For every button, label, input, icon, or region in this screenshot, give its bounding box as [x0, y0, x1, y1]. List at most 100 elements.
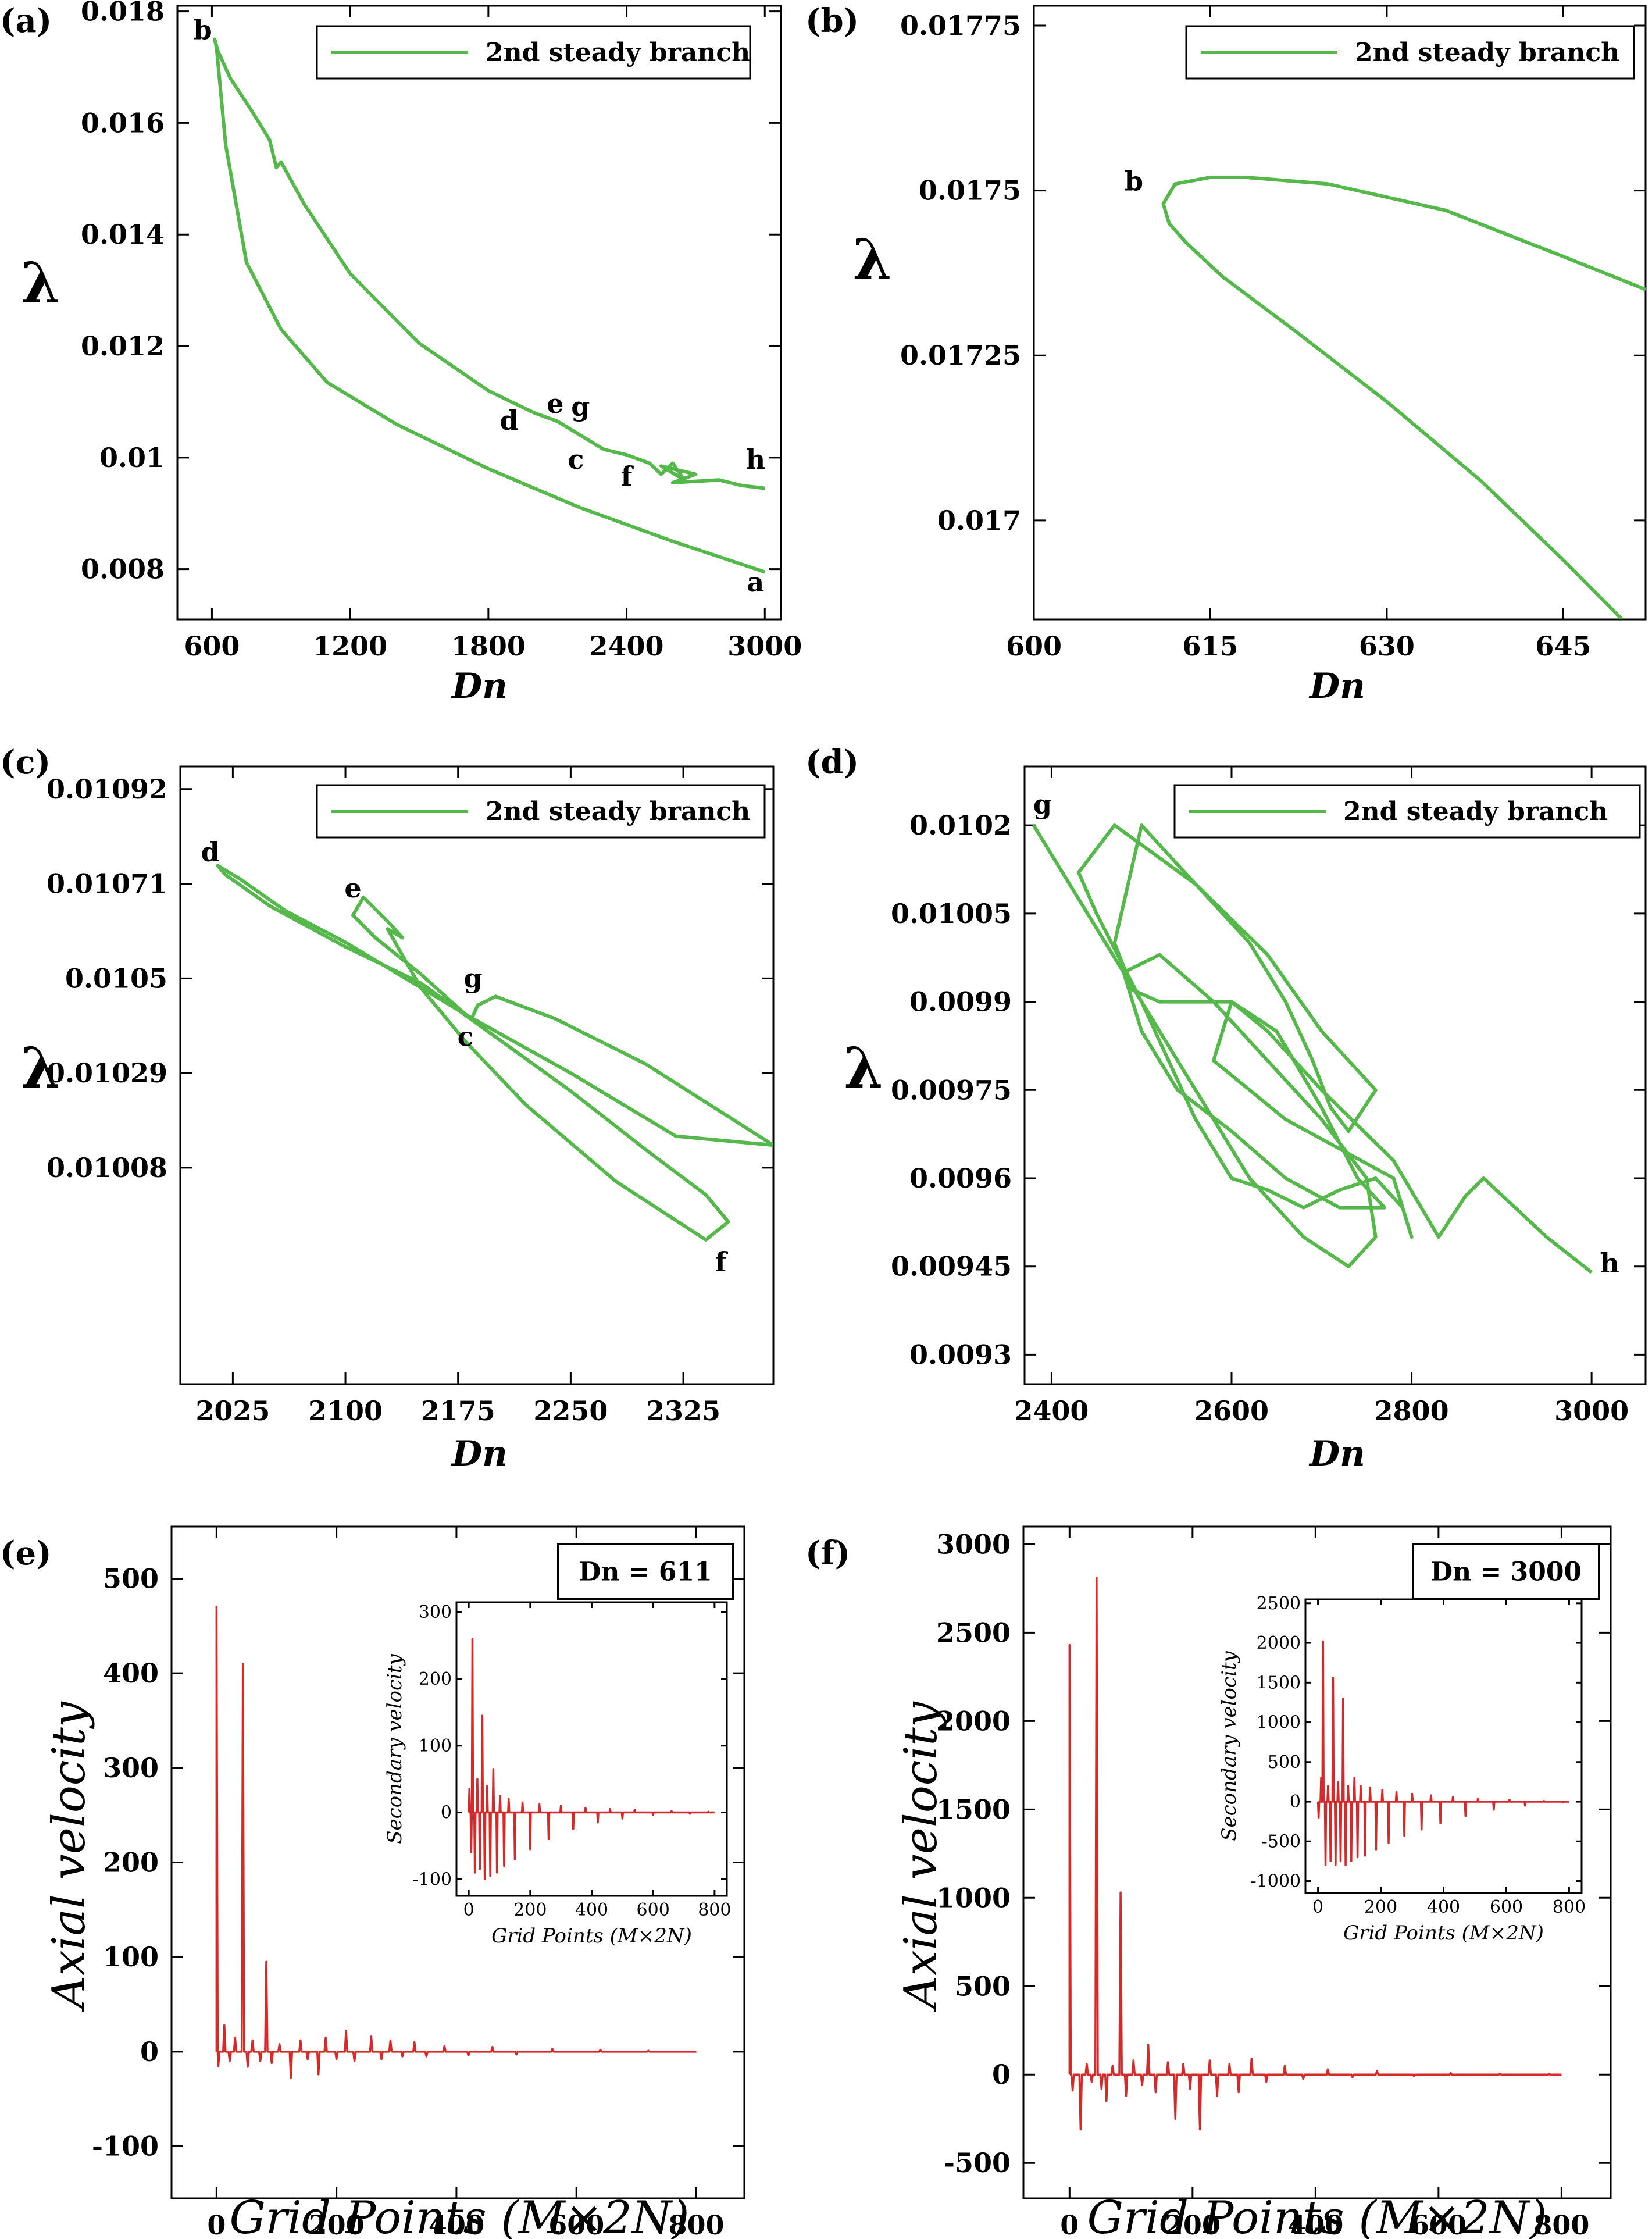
panel-f-inset-xtick-label: 400 [1427, 1897, 1460, 1917]
panel-b-xtick-label: 630 [1359, 630, 1415, 662]
panel-f-ytick-label: 2000 [936, 1705, 1011, 1737]
panel-c-ytick-label: 0.0105 [65, 962, 167, 994]
panel-c-xtick-label: 2025 [195, 1395, 270, 1427]
panel-f-inset-ytick-label: 500 [1268, 1752, 1301, 1773]
panel-d-x-axis-title: Dn [1308, 1434, 1365, 1474]
panel-e-ytick-label: 400 [103, 1657, 159, 1689]
panel-c-point-label-g: g [463, 962, 482, 994]
panel-f-xtick-label: 200 [1165, 2209, 1221, 2239]
panel-f-ytick-label: 1000 [936, 1882, 1011, 1913]
panel-d-point-label-h: h [1600, 1247, 1619, 1279]
panel-f-inset-xtick-label: 0 [1312, 1897, 1323, 1917]
panel-a-xtick-label: 3000 [727, 630, 802, 662]
panel-b-xtick-label: 645 [1535, 630, 1591, 662]
panel-e-inset-ytick-label: 0 [441, 1803, 452, 1823]
panel-c-ytick-label: 0.01071 [47, 868, 167, 900]
panel-d-ytick-label: 0.01005 [891, 898, 1012, 929]
panel-a-y-axis-title: λ [21, 250, 60, 316]
panel-a-xtick-label: 1200 [313, 630, 387, 662]
panel-e-ytick-label: 0 [140, 2036, 159, 2067]
panel-d-xtick-label: 2800 [1375, 1395, 1449, 1427]
panel-c-xtick-label: 2100 [308, 1395, 383, 1427]
panel-b-ytick-label: 0.01775 [900, 10, 1021, 41]
panel-a-point-label-g: g [571, 391, 590, 422]
panel-label-c: (c) [0, 743, 51, 782]
panel-f: (f)0 200 400 600 800-50005001000150020002500… [805, 1525, 1612, 2239]
panel-b-xtick-label: 600 [1006, 630, 1062, 662]
panel-f-legend-label: Dn = 3000 [1430, 1557, 1582, 1587]
panel-c-point-label-d: d [201, 836, 220, 868]
panel-d-ytick-label: 0.0102 [909, 810, 1012, 841]
panel-label-e: (e) [0, 1534, 52, 1573]
panel-label-b: (b) [805, 2, 859, 40]
panel-b-ytick-label: 0.017 [937, 505, 1021, 536]
panel-f-ytick-label: 3000 [936, 1528, 1011, 1560]
panel-f-y-axis-title: Axial velocity [895, 1701, 947, 2012]
panel-a-x-axis-title: Dn [451, 666, 508, 707]
panel-a-xtick-label: 2400 [590, 630, 664, 662]
panel-d-ytick-label: 0.0093 [909, 1339, 1012, 1370]
panel-f-inset-x-axis-title: Grid Points (M×2N) [1343, 1921, 1544, 1945]
panel-a-series-line [213, 37, 766, 574]
panel-e-y-axis-title: Axial velocity [43, 1701, 95, 2012]
panel-c-y-axis-title: λ [21, 1035, 60, 1101]
panel-f-inset-xtick-label: 200 [1364, 1897, 1397, 1917]
panel-e-inset-xtick-label: 0 [463, 1900, 474, 1920]
panel-d-ytick-label: 0.0096 [909, 1163, 1012, 1194]
panel-a-point-label-e: e [547, 388, 563, 419]
panel-c-point-label-c: c [458, 1021, 474, 1053]
panel-b-ytick-label: 0.01725 [900, 340, 1021, 371]
panel-c-axes-frame [179, 765, 775, 1385]
panel-c: (c) 2025 2100 2175 2250 2325 0.01008 0.01029 0.0… [0, 743, 775, 1474]
panel-e-xtick-label: 0 [207, 2209, 226, 2239]
panel-f-inset-y-axis-title: Secondary velocity [1218, 1650, 1241, 1841]
panel-a-ytick-label: 0.008 [81, 554, 165, 585]
panel-a-ytick-label: 0.018 [81, 0, 165, 27]
panel-e-ytick-label: 100 [103, 1941, 159, 1973]
panel-c-xtick-label: 2250 [533, 1395, 608, 1427]
panel-a-ytick-label: 0.012 [81, 330, 165, 362]
panel-a: (a) 600 1200 1800 2400 3000 0.008 0.01 0.012 0.01… [0, 0, 802, 707]
panel-f-xtick-label: 600 [1411, 2209, 1467, 2239]
panel-a-point-label-h: h [746, 444, 765, 475]
panel-b-ytick-label: 0.0175 [919, 175, 1021, 206]
panel-e: (e) 0 200 400 600 800 -100 0 100 200 300 400 500 Grid… [0, 1525, 745, 2239]
panel-d-ytick-label: 0.00975 [891, 1074, 1012, 1106]
panel-b-series-line [1161, 175, 1646, 619]
panel-b-y-axis-title: λ [852, 227, 891, 293]
panel-e-ytick-label: 500 [103, 1563, 159, 1594]
panel-a-point-label-c: c [568, 444, 584, 475]
panel-f-ytick-label: 500 [955, 1970, 1011, 2002]
panel-f-inset-velocity-line [1316, 1640, 1569, 1866]
panel-c-point-label-e: e [344, 872, 361, 904]
panel-a-legend-label: 2nd steady branch [486, 38, 750, 67]
panel-d-legend-label: 2nd steady branch [1343, 797, 1608, 826]
panel-f-xtick-label: 400 [1287, 2209, 1343, 2239]
panel-label-a: (a) [0, 2, 52, 40]
panel-e-xtick-label: 600 [548, 2209, 604, 2239]
panel-b-x-axis-title: Dn [1308, 666, 1365, 707]
panel-e-inset-x-axis-title: Grid Points (M×2N) [491, 1924, 692, 1948]
panel-d: (d) 2400 2600 2800 3000 0.0093 0.00945 0.0096 0.… [805, 743, 1647, 1474]
panel-e-inset-ytick-label: 100 [419, 1736, 452, 1756]
panel-f-xtick-label: 800 [1533, 2209, 1589, 2239]
panel-c-xtick-label: 2175 [421, 1395, 495, 1427]
panel-d-xtick-label: 2400 [1014, 1395, 1089, 1427]
panel-c-ytick-label: 0.01008 [47, 1152, 167, 1183]
panel-e-inset: 0 200 400 600 800 -100 0 100 200 300 Grid Points (… [383, 1601, 731, 1948]
panel-e-inset-y-axis-title: Secondary velocity [383, 1653, 406, 1844]
panel-e-ytick-label: -100 [92, 2131, 159, 2162]
panel-e-inset-ytick-label: 300 [419, 1602, 452, 1623]
panel-e-inset-xtick-label: 800 [698, 1900, 731, 1920]
panel-e-velocity-line [215, 1606, 697, 2080]
panel-f-inset-ytick-label: 0 [1290, 1792, 1301, 1812]
panel-c-series-line [216, 864, 773, 1242]
panel-a-point-label-d: d [499, 405, 518, 436]
panel-e-legend-label: Dn = 611 [579, 1557, 712, 1587]
panel-d-series-line [1032, 823, 1593, 1274]
panel-f-ytick-label: 2500 [936, 1617, 1011, 1648]
panel-e-inset-xtick-label: 400 [575, 1900, 608, 1920]
panel-f-velocity-line [1068, 1577, 1562, 2131]
panel-e-ytick-label: 300 [103, 1752, 159, 1784]
